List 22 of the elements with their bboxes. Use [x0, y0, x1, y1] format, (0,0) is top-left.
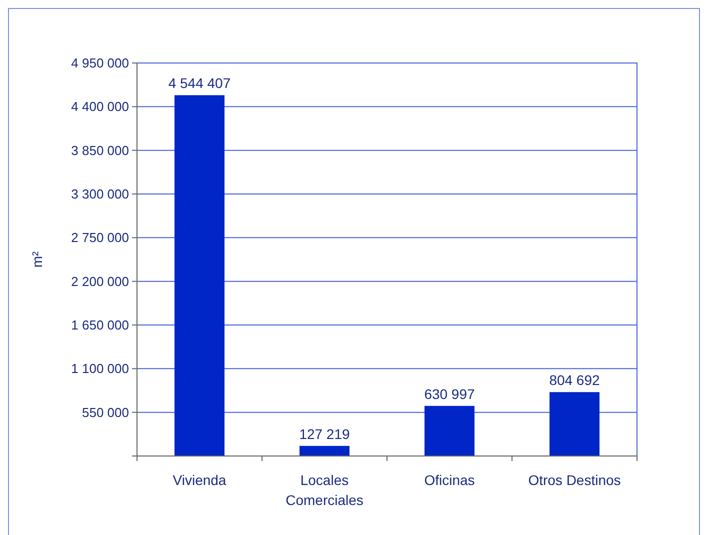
bar	[174, 95, 224, 456]
y-tick-label: 4 400 000	[71, 99, 129, 114]
bar	[424, 406, 474, 456]
y-tick-label: 3 300 000	[71, 186, 129, 202]
y-tick-label: 4 950 000	[71, 56, 129, 71]
y-tick-label: 1 100 000	[71, 361, 129, 376]
x-tick-label: Oficinas	[424, 472, 475, 488]
y-axis-title: m²	[29, 251, 45, 268]
data-label: 804 692	[549, 372, 600, 388]
y-tick-label: 2 200 000	[71, 274, 129, 289]
bar	[550, 392, 600, 456]
y-tick-label: 1 650 000	[71, 318, 129, 333]
x-tick-label: Otros Destinos	[528, 472, 621, 488]
data-label: 630 997	[424, 386, 476, 402]
y-tick-label: 550 000	[82, 404, 129, 420]
data-label: 127 219	[299, 426, 350, 442]
y-tick-label: 3 850 000	[71, 142, 129, 158]
x-tick-label: Vivienda	[172, 472, 226, 488]
bar	[300, 446, 350, 456]
y-tick-label: 2 750 000	[71, 230, 129, 246]
x-tick-label: Locales Comerciales	[286, 472, 364, 508]
data-label: 4 544 407	[168, 75, 231, 92]
